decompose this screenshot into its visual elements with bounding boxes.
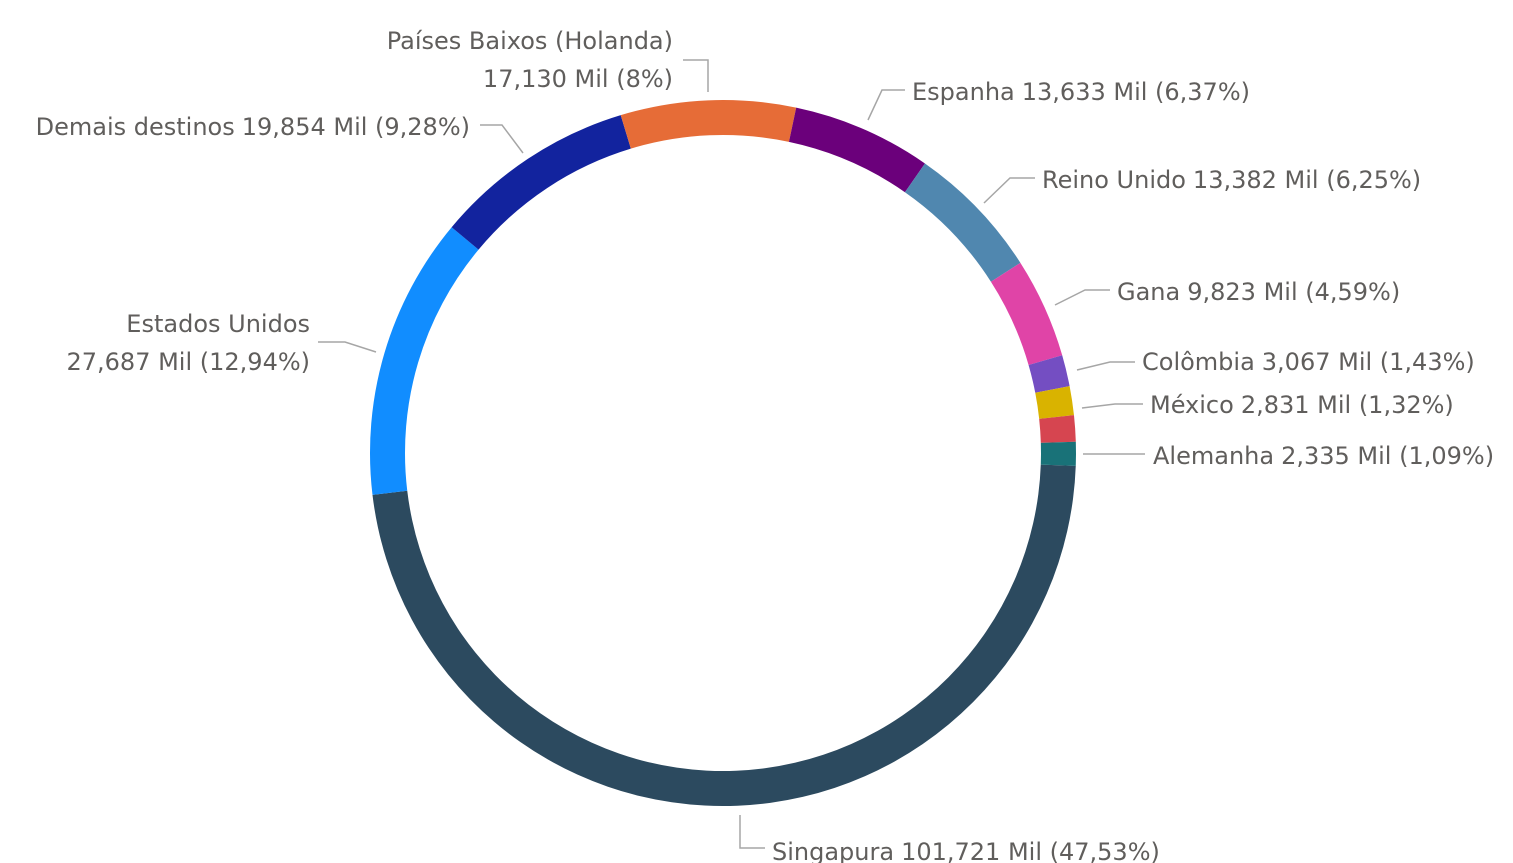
leader-line xyxy=(739,815,765,849)
data-label: México 2,831 Mil (1,32%) xyxy=(1150,391,1454,419)
category-label: Estados Unidos xyxy=(126,310,310,338)
leader-line xyxy=(1054,289,1110,306)
leader-line xyxy=(1081,403,1143,409)
category-label: Alemanha xyxy=(1153,442,1274,470)
category-label: Demais destinos xyxy=(36,113,235,141)
data-label: Gana 9,823 Mil (4,59%) xyxy=(1117,278,1400,306)
value-label: 27,687 Mil (12,94%) xyxy=(66,348,310,376)
leader-line xyxy=(983,177,1035,204)
donut-segment xyxy=(1040,441,1076,466)
data-label: Alemanha 2,335 Mil (1,09%) xyxy=(1153,442,1494,470)
category-label: Gana xyxy=(1117,278,1180,306)
data-label: Espanha 13,633 Mil (6,37%) xyxy=(912,78,1250,106)
value-label: 13,633 Mil (6,37%) xyxy=(1022,78,1250,106)
donut-segment xyxy=(451,115,631,250)
donut-segment xyxy=(788,107,925,193)
value-label: 9,823 Mil (4,59%) xyxy=(1187,278,1400,306)
donut-segment xyxy=(904,163,1021,282)
donut-segment xyxy=(372,464,1076,806)
donut-segment xyxy=(370,227,479,495)
donut-segment xyxy=(620,100,797,149)
category-label: Espanha xyxy=(912,78,1015,106)
value-label: 101,721 Mil (47,53%) xyxy=(901,838,1160,863)
data-label: Reino Unido 13,382 Mil (6,25%) xyxy=(1042,166,1421,194)
data-label: Demais destinos 19,854 Mil (9,28%) xyxy=(36,113,470,141)
leader-line xyxy=(480,124,524,154)
value-label: 3,067 Mil (1,43%) xyxy=(1262,348,1475,376)
data-label: Singapura 101,721 Mil (47,53%) xyxy=(772,838,1160,863)
category-label: Países Baixos (Holanda) xyxy=(387,27,673,55)
leader-line xyxy=(1076,361,1135,371)
category-label: Colômbia xyxy=(1142,348,1255,376)
value-label: 17,130 Mil (8%) xyxy=(483,65,673,93)
donut-segment xyxy=(1035,386,1074,419)
value-label: 19,854 Mil (9,28%) xyxy=(242,113,470,141)
category-label: Reino Unido xyxy=(1042,166,1186,194)
leader-line xyxy=(867,89,905,121)
data-label: Colômbia 3,067 Mil (1,43%) xyxy=(1142,348,1475,376)
donut-segment xyxy=(1028,355,1070,393)
donut-segment xyxy=(990,262,1063,365)
value-label: 2,335 Mil (1,09%) xyxy=(1281,442,1494,470)
value-label: 13,382 Mil (6,25%) xyxy=(1193,166,1421,194)
leader-line xyxy=(683,59,709,92)
category-label: México xyxy=(1150,391,1234,419)
donut-segment xyxy=(1039,415,1076,443)
leader-line xyxy=(318,341,377,353)
category-label: Singapura xyxy=(772,838,894,863)
value-label: 2,831 Mil (1,32%) xyxy=(1241,391,1454,419)
